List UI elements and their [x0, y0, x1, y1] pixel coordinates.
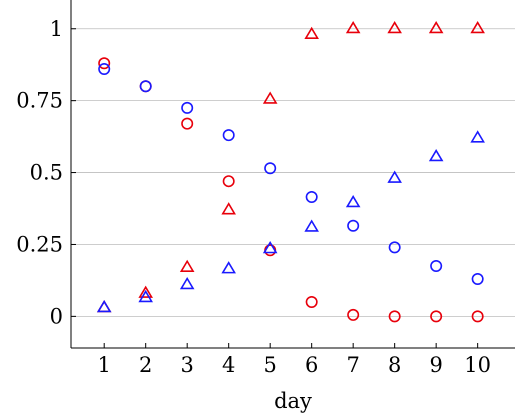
series-circle-0 [98, 57, 484, 323]
data-point-circle [471, 310, 484, 323]
data-point-triangle [96, 299, 112, 313]
data-point-circle [305, 295, 318, 308]
tick-labels: 1 2 3 4 5 6 7 8 9 10 0 0.25 0.5 0.75 1 [16, 17, 491, 377]
x-tick-label: 3 [180, 353, 193, 377]
axes [70, 0, 515, 349]
series-circle-2 [98, 63, 484, 285]
data-point-circle [347, 308, 360, 321]
x-axis-label: day [274, 389, 312, 413]
x-tick-label: 9 [429, 353, 442, 377]
data-point-triangle [138, 285, 153, 298]
y-tick-label: 1 [50, 17, 63, 41]
data-point-triangle [470, 20, 485, 34]
data-point-circle [388, 310, 401, 323]
x-tick-label: 6 [305, 353, 318, 377]
data-point-triangle [428, 20, 444, 34]
data-point-circle [222, 175, 235, 188]
data-point-circle [98, 57, 111, 70]
series-triangle-3 [96, 130, 485, 313]
data-point-circle [98, 63, 111, 76]
data-point-circle [388, 241, 401, 254]
data-point-triangle [179, 259, 195, 272]
data-point-circle [139, 80, 152, 93]
data-point-circle [222, 129, 235, 142]
data-point-circle [181, 117, 194, 130]
grid-lines [71, 28, 515, 317]
data-point-triangle [470, 130, 485, 143]
y-tick-label: 0 [50, 304, 63, 328]
data-point-triangle [262, 241, 278, 254]
data-point-triangle [221, 261, 236, 274]
x-tick-label: 10 [464, 353, 491, 377]
data-point-triangle [345, 20, 361, 34]
x-tick-label: 1 [98, 353, 111, 377]
data-point-circle [471, 272, 484, 285]
x-tick-label: 4 [222, 353, 235, 377]
x-tick-label: 2 [139, 353, 152, 377]
data-point-triangle [345, 194, 361, 208]
data-point-circle [264, 162, 277, 175]
data-point-circle [347, 219, 360, 232]
data-point-circle [430, 260, 443, 273]
data-point-triangle [428, 148, 444, 162]
y-tick-label: 0.75 [16, 89, 63, 113]
y-tick-label: 0.5 [30, 161, 63, 185]
x-tick-label: 7 [346, 353, 359, 377]
data-point-triangle [262, 91, 278, 104]
data-point-triangle [221, 202, 236, 215]
data-point-triangle [387, 20, 402, 34]
data-point-triangle [387, 170, 402, 183]
y-tick-label: 0.25 [16, 232, 63, 256]
data-point-triangle [304, 219, 319, 232]
data-points [96, 20, 485, 323]
data-point-circle [430, 310, 443, 323]
data-point-circle [181, 101, 194, 114]
series-triangle-1 [96, 20, 485, 313]
data-point-circle [305, 191, 318, 204]
data-point-triangle [179, 276, 195, 290]
data-point-triangle [138, 289, 153, 303]
x-tick-label: 8 [388, 353, 401, 377]
data-point-triangle [304, 26, 319, 40]
x-tick-label: 5 [263, 353, 276, 377]
